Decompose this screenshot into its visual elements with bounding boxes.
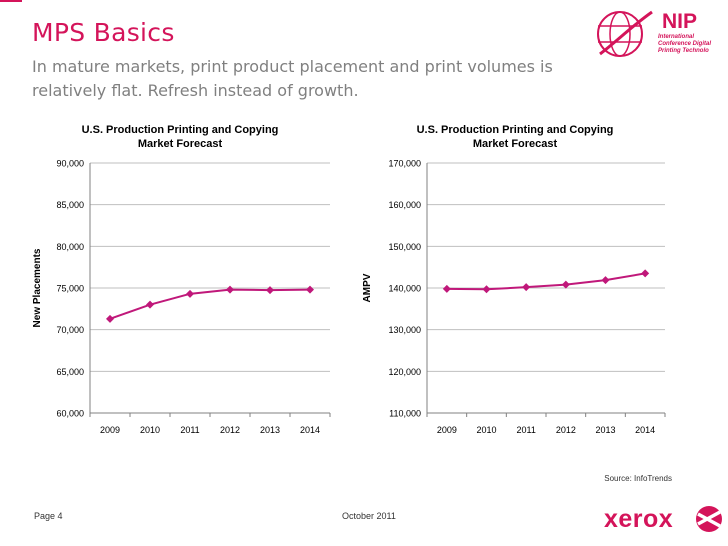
source-note: Source: InfoTrends bbox=[604, 474, 672, 483]
chart-2-ytick-label: 150,000 bbox=[388, 242, 421, 252]
page-number: Page 4 bbox=[34, 511, 63, 521]
chart-2-xtick-label: 2014 bbox=[635, 425, 655, 435]
chart-2-data-point bbox=[561, 280, 570, 289]
nip-logo: NIP International Conference Digital Pri… bbox=[592, 6, 728, 62]
chart-1-title-line: U.S. Production Printing and Copying bbox=[82, 124, 279, 136]
xerox-sphere-icon bbox=[696, 506, 722, 532]
chart-2-ylabel: AMPV bbox=[362, 273, 373, 302]
chart-1-ytick-label: 75,000 bbox=[56, 284, 84, 294]
chart-2-ytick-label: 160,000 bbox=[388, 200, 421, 210]
chart-2-series-line bbox=[446, 272, 646, 291]
chart-2-data-point bbox=[482, 285, 491, 294]
chart-2-ytick-label: 130,000 bbox=[388, 325, 421, 335]
chart-1-xtick-label: 2009 bbox=[100, 425, 120, 435]
chart-1-ytick-label: 60,000 bbox=[56, 409, 84, 419]
chart-1-xtick-label: 2011 bbox=[180, 425, 199, 435]
chart-2-xtick-label: 2010 bbox=[476, 425, 496, 435]
chart-1-data-point bbox=[106, 314, 114, 323]
chart-1-data-point bbox=[146, 300, 154, 309]
chart-1-series-line bbox=[109, 288, 311, 320]
footer-date: October 2011 bbox=[342, 511, 396, 521]
nip-globe-icon bbox=[597, 10, 653, 57]
top-accent-bar bbox=[0, 0, 22, 2]
chart-1-ytick-label: 70,000 bbox=[56, 325, 84, 335]
chart-2-data-point bbox=[442, 284, 451, 293]
page-title: MPS Basics bbox=[32, 18, 175, 47]
chart-2-xtick-label: 2013 bbox=[595, 425, 615, 435]
chart-2-title-line: U.S. Production Printing and Copying bbox=[417, 124, 614, 136]
chart-2-ytick-label: 170,000 bbox=[388, 159, 421, 169]
chart-2-data-point bbox=[601, 276, 610, 285]
chart-1-data-point bbox=[226, 285, 234, 294]
chart-2-ytick-label: 110,000 bbox=[389, 409, 421, 419]
chart-1-ytick-label: 65,000 bbox=[56, 367, 84, 377]
chart-2-xtick-label: 2011 bbox=[516, 425, 535, 435]
chart-2-ytick-label: 140,000 bbox=[388, 284, 421, 294]
chart-1-ytick-label: 80,000 bbox=[56, 242, 84, 252]
chart-2-ytick-label: 120,000 bbox=[388, 367, 421, 377]
chart-2-data-point bbox=[522, 283, 531, 292]
chart-2-title-line: Market Forecast bbox=[473, 138, 558, 150]
chart-1-title-line: Market Forecast bbox=[138, 138, 223, 150]
chart-1-data-point bbox=[186, 289, 194, 298]
chart-2-xtick-label: 2009 bbox=[437, 425, 457, 435]
chart-1-data-point bbox=[306, 285, 314, 294]
chart-1-ylabel: New Placements bbox=[32, 248, 43, 327]
chart-1-xtick-label: 2010 bbox=[140, 425, 160, 435]
chart-2-xtick-label: 2012 bbox=[556, 425, 576, 435]
nip-logo-text: NIP bbox=[662, 10, 698, 33]
chart-1-ytick-label: 85,000 bbox=[56, 200, 84, 210]
chart-1-ytick-label: 90,000 bbox=[56, 159, 84, 169]
chart-2-data-point bbox=[641, 269, 650, 278]
chart-1-xtick-label: 2012 bbox=[220, 425, 240, 435]
chart-1-data-point bbox=[266, 286, 274, 295]
page-subtitle: In mature markets, print product placeme… bbox=[32, 57, 553, 100]
chart-1-xtick-label: 2014 bbox=[300, 425, 320, 435]
xerox-logo-text: xerox bbox=[604, 505, 674, 533]
nip-logo-subtext: International Conference Digital Printin… bbox=[658, 34, 712, 54]
chart-1-xtick-label: 2013 bbox=[260, 425, 280, 435]
